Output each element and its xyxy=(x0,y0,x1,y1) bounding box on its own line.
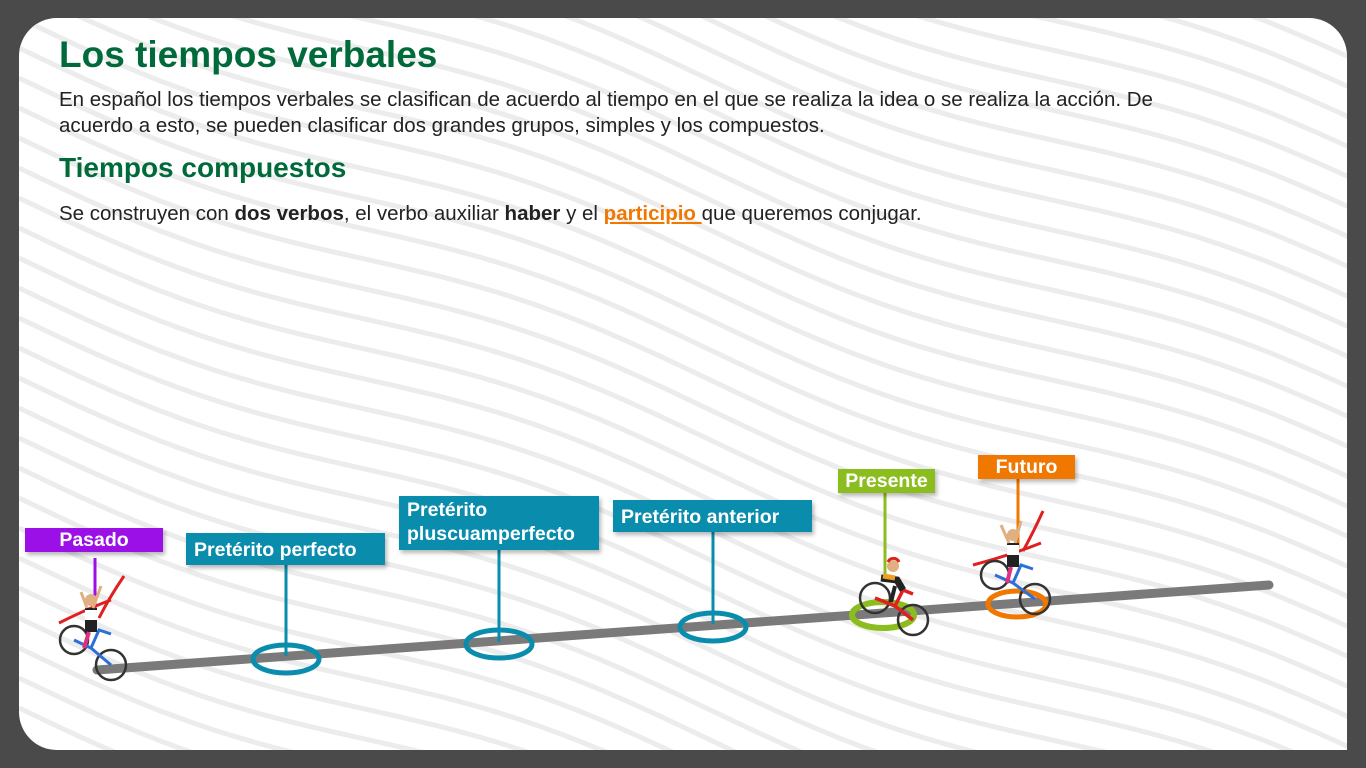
section-subtitle: Tiempos compuestos xyxy=(59,152,347,183)
wave-line xyxy=(635,18,1347,269)
rule-bold-haber: haber xyxy=(504,202,561,225)
wave-line xyxy=(19,585,530,750)
intro-text: En español los tiempos verbales se clasi… xyxy=(59,88,1153,137)
rule-part-3: y el xyxy=(560,202,604,225)
rule-bold-dos-verbos: dos verbos xyxy=(234,202,344,225)
wave-line xyxy=(473,18,1347,329)
futuro-label[interactable]: Futuro xyxy=(978,455,1075,479)
wave-line xyxy=(348,18,1347,359)
wave-line xyxy=(832,18,1347,179)
wave-line xyxy=(916,18,1347,149)
wave-line xyxy=(19,135,1347,599)
wave-background xyxy=(19,18,1347,750)
wave-line xyxy=(19,615,424,750)
wave-line xyxy=(19,75,1347,539)
wave-line xyxy=(19,225,1347,689)
page-title: Los tiempos verbales xyxy=(59,34,438,75)
wave-line xyxy=(19,45,1347,509)
pasado-cyclist-icon xyxy=(58,575,128,682)
timeline-graphic xyxy=(58,478,1274,682)
presente-label[interactable]: Presente xyxy=(838,469,935,493)
pluscuam-marker-ring-icon[interactable] xyxy=(463,627,535,661)
slide-card: Los tiempos verbales En español los tiem… xyxy=(19,18,1347,750)
wave-line xyxy=(146,18,1347,419)
wave-line xyxy=(19,555,608,750)
perfecto-marker-ring-icon[interactable] xyxy=(250,642,322,676)
wave-line xyxy=(19,18,1347,479)
wave-line xyxy=(19,405,978,750)
presente-cyclist-icon xyxy=(858,556,930,637)
wave-line xyxy=(19,105,1347,569)
rule-part-2: , el verbo auxiliar xyxy=(343,202,505,225)
pluscuam-label-line1: Pretérito xyxy=(407,499,488,521)
wave-line xyxy=(19,255,1347,719)
wave-line xyxy=(1031,18,1347,119)
wave-line xyxy=(76,18,1347,449)
rule-part-1: Se construyen con xyxy=(59,202,235,225)
pluscuam-label-line2: pluscuamperfecto xyxy=(407,523,575,545)
wave-line xyxy=(763,18,1347,209)
wave-line xyxy=(19,375,1108,750)
participio-link[interactable]: participio xyxy=(603,202,702,225)
wave-line xyxy=(19,495,738,750)
preterito-pluscuamperfecto-label[interactable]: Pretérito pluscuamperfecto xyxy=(399,496,599,550)
preterito-anterior-label[interactable]: Pretérito anterior xyxy=(613,500,812,532)
wave-line xyxy=(564,18,1347,299)
wave-line xyxy=(231,18,1347,389)
wave-line xyxy=(19,345,1215,750)
futuro-marker-ring-icon[interactable] xyxy=(985,588,1049,620)
wave-line xyxy=(700,18,1347,239)
anterior-marker-ring-icon[interactable] xyxy=(677,610,749,644)
rule-part-4: que queremos conjugar. xyxy=(701,202,922,225)
wave-line xyxy=(19,195,1347,659)
preterito-perfecto-label[interactable]: Pretérito perfecto xyxy=(186,533,385,565)
wave-line xyxy=(19,165,1347,629)
rule-text: Se construyen con dos verbos, el verbo a… xyxy=(59,202,922,226)
wave-line xyxy=(19,435,879,750)
futuro-cyclist-icon xyxy=(972,510,1052,616)
wave-line xyxy=(19,525,675,750)
pasado-label[interactable]: Pasado xyxy=(25,528,163,552)
wave-line xyxy=(19,315,1295,750)
wave-line xyxy=(19,645,294,750)
timeline-track xyxy=(92,580,1274,675)
